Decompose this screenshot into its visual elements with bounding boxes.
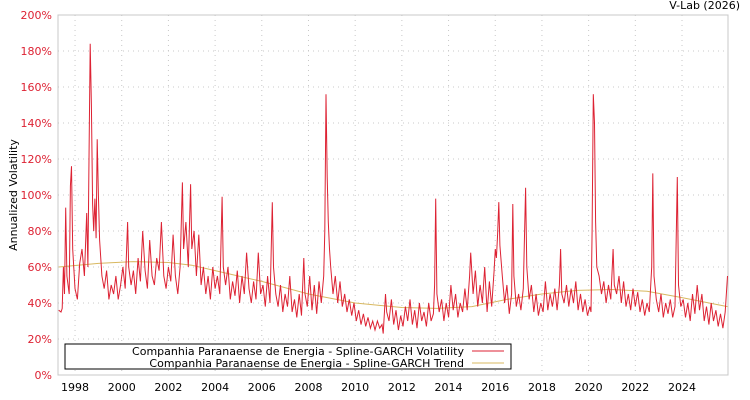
plot-frame [57, 14, 729, 376]
y-tick-label: 0% [35, 369, 52, 382]
y-tick-label: 200% [21, 9, 52, 22]
y-tick-label: 80% [28, 225, 52, 238]
y-tick-label: 60% [28, 261, 52, 274]
legend: Companhia Paranaense de Energia - Spline… [64, 343, 512, 370]
y-tick-label: 180% [21, 45, 52, 58]
y-tick-label: 120% [21, 153, 52, 166]
x-tick-label: 2016 [481, 381, 509, 394]
x-tick-label: 2004 [201, 381, 229, 394]
legend-label-volatility: Companhia Paranaense de Energia - Spline… [132, 345, 464, 358]
x-axis: 1998 2000 2002 2004 2006 2008 2010 2012 2014 2016… [61, 381, 696, 394]
x-tick-label: 2010 [341, 381, 369, 394]
x-tick-label: 2000 [108, 381, 136, 394]
x-tick-label: 2008 [294, 381, 322, 394]
volatility-series-line [58, 43, 728, 334]
x-tick-label: 2014 [435, 381, 463, 394]
x-tick-label: 2012 [388, 381, 416, 394]
x-tick-label: 1998 [61, 381, 89, 394]
legend-box [64, 343, 512, 370]
trend-series-line [58, 261, 728, 309]
x-tick-label: 2024 [668, 381, 696, 394]
x-tick-label: 2022 [621, 381, 649, 394]
y-axis-label: Annualized Volatility [7, 139, 20, 251]
y-tick-label: 40% [28, 297, 52, 310]
x-tick-label: 2006 [248, 381, 276, 394]
chart-title: V-Lab (2026) [669, 0, 740, 12]
grid [58, 15, 728, 375]
y-tick-label: 20% [28, 333, 52, 346]
legend-label-trend: Companhia Paranaense de Energia - Spline… [149, 357, 464, 370]
x-tick-label: 2002 [154, 381, 182, 394]
y-tick-label: 140% [21, 117, 52, 130]
y-tick-label: 100% [21, 189, 52, 202]
y-tick-label: 160% [21, 81, 52, 94]
x-tick-label: 2018 [528, 381, 556, 394]
y-axis: 0% 20% 40% 60% 80% 100% 120% 140% 160% 180% 200% [21, 9, 52, 382]
x-tick-label: 2020 [575, 381, 603, 394]
